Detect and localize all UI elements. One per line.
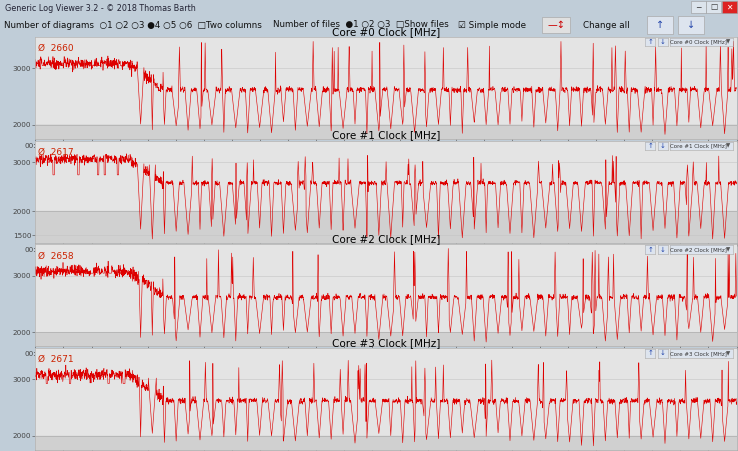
Text: Ø  2617: Ø 2617 (38, 148, 73, 157)
Text: ↑: ↑ (647, 350, 653, 356)
Text: ↑: ↑ (647, 247, 653, 253)
Text: Core #2 Clock [MHz]: Core #2 Clock [MHz] (670, 247, 727, 252)
Text: Ø  2658: Ø 2658 (38, 252, 73, 261)
Bar (542, 17, 570, 33)
Text: Core #0 Clock [MHz]: Core #0 Clock [MHz] (670, 40, 727, 45)
Text: Number of files  ●1 ○2 ○3  □Show files: Number of files ●1 ○2 ○3 □Show files (273, 20, 449, 29)
Text: Generic Log Viewer 3.2 - © 2018 Thomas Barth: Generic Log Viewer 3.2 - © 2018 Thomas B… (5, 4, 196, 13)
Text: ☑ Simple mode: ☑ Simple mode (458, 20, 525, 29)
Text: ▼: ▼ (726, 40, 731, 45)
Text: □: □ (710, 3, 717, 11)
Text: ↓: ↓ (660, 39, 666, 45)
Text: ↑: ↑ (647, 39, 653, 45)
Text: —↕: —↕ (548, 20, 565, 30)
Text: ↑: ↑ (656, 20, 664, 30)
Text: ↓: ↓ (660, 143, 666, 149)
Text: Ø  2660: Ø 2660 (38, 44, 73, 53)
Bar (691, 1, 706, 13)
Text: ↓: ↓ (660, 350, 666, 356)
Text: ▼: ▼ (726, 351, 731, 356)
Text: Ø  2671: Ø 2671 (38, 355, 73, 364)
Text: Core #3 Clock [MHz]: Core #3 Clock [MHz] (670, 351, 727, 356)
Text: ✕: ✕ (726, 3, 732, 11)
Title: Core #0 Clock [MHz]: Core #0 Clock [MHz] (332, 27, 440, 37)
Bar (722, 1, 737, 13)
Text: ─: ─ (696, 3, 700, 11)
Text: Core #1 Clock [MHz]: Core #1 Clock [MHz] (670, 143, 727, 148)
Title: Core #3 Clock [MHz]: Core #3 Clock [MHz] (332, 338, 440, 348)
Text: ↓: ↓ (660, 247, 666, 253)
Text: ↓: ↓ (687, 20, 695, 30)
Text: ↑: ↑ (647, 143, 653, 149)
Text: ▼: ▼ (726, 247, 731, 252)
Bar (647, 16, 673, 34)
Text: Number of diagrams  ○1 ○2 ○3 ●4 ○5 ○6  □Two columns: Number of diagrams ○1 ○2 ○3 ●4 ○5 ○6 □Tw… (4, 20, 262, 29)
Title: Core #1 Clock [MHz]: Core #1 Clock [MHz] (332, 131, 440, 141)
Text: ▼: ▼ (726, 143, 731, 148)
Text: Change all: Change all (583, 20, 630, 29)
Title: Core #2 Clock [MHz]: Core #2 Clock [MHz] (332, 235, 440, 244)
Bar (678, 16, 704, 34)
Bar (706, 1, 721, 13)
